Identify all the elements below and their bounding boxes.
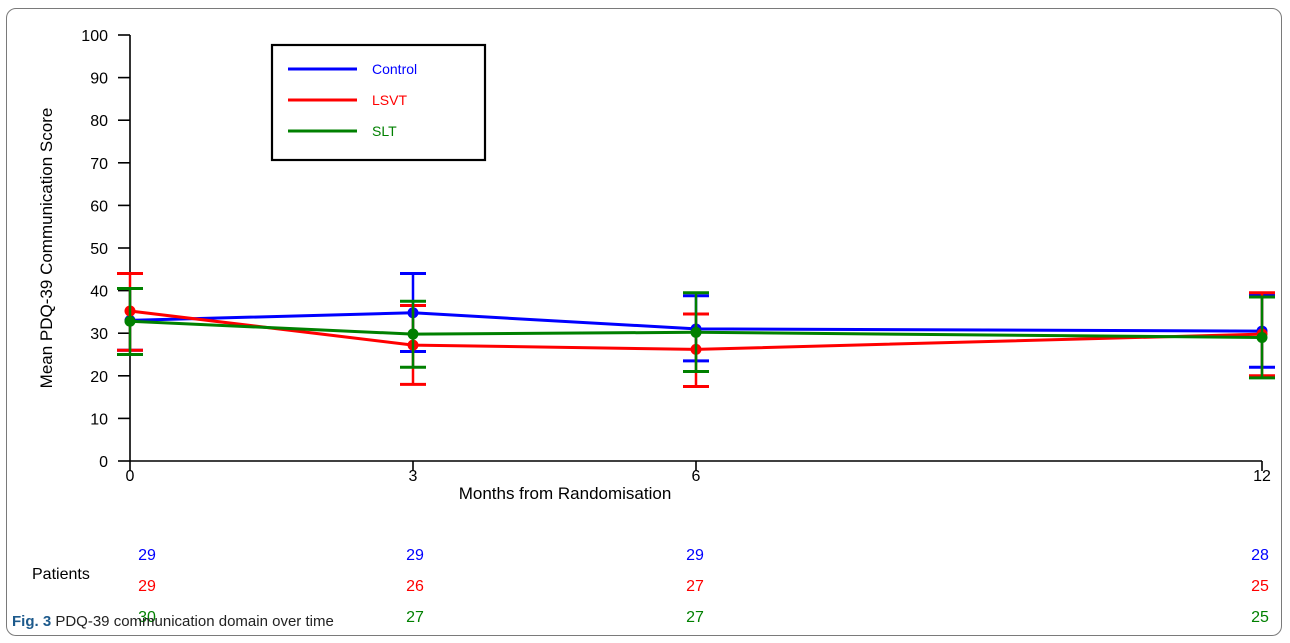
patient-count-control: 28 xyxy=(1251,547,1269,564)
patients-label: Patients xyxy=(32,566,90,583)
y-ticks: 0 10 20 30 40 50 60 70 80 90 100 xyxy=(81,28,130,471)
y-tick-label: 70 xyxy=(90,156,108,173)
patient-count-lsvt: 26 xyxy=(406,578,424,595)
series-line-control xyxy=(129,311,1263,333)
patient-count-lsvt: 27 xyxy=(686,578,704,595)
series-slt xyxy=(117,286,1275,380)
patient-count-slt: 25 xyxy=(1251,609,1269,626)
y-tick-label: 50 xyxy=(90,241,108,258)
legend: Control LSVT SLT xyxy=(270,43,487,162)
y-tick-label: 100 xyxy=(81,28,108,45)
legend-label-control: Control xyxy=(372,61,417,77)
series-layer xyxy=(117,272,1275,388)
data-point-slt xyxy=(690,326,702,338)
y-tick-label: 60 xyxy=(90,198,108,215)
caption-label: Fig. 3 xyxy=(12,613,52,630)
x-tick-label: 0 xyxy=(126,468,135,485)
y-tick-label: 0 xyxy=(99,454,108,471)
y-tick-label: 30 xyxy=(90,326,108,343)
x-tick-label: 12 xyxy=(1253,468,1271,485)
x-ticks: 0 3 6 12 xyxy=(126,461,1271,485)
x-axis-title: Months from Randomisation xyxy=(459,484,672,503)
caption-text: PDQ-39 communication domain over time xyxy=(55,613,334,630)
patient-count-lsvt: 29 xyxy=(138,578,156,595)
y-tick-label: 20 xyxy=(90,369,108,386)
x-tick-label: 3 xyxy=(409,468,418,485)
legend-label-lsvt: LSVT xyxy=(372,92,407,108)
patient-count-slt: 27 xyxy=(406,609,424,626)
figure-caption: Fig. 3 PDQ-39 communication domain over … xyxy=(12,613,334,630)
y-tick-label: 80 xyxy=(90,113,108,130)
y-axis-title: Mean PDQ-39 Communication Score xyxy=(37,108,56,389)
patient-count-slt: 27 xyxy=(686,609,704,626)
patients-table: 29 29 29 28 29 26 27 25 30 27 27 25 xyxy=(138,547,1269,626)
data-point-slt xyxy=(407,328,419,340)
series-line-slt xyxy=(129,319,1263,339)
patient-count-lsvt: 25 xyxy=(1251,578,1269,595)
y-tick-label: 90 xyxy=(90,71,108,88)
patient-count-control: 29 xyxy=(686,547,704,564)
legend-box xyxy=(270,43,487,162)
patient-count-control: 29 xyxy=(406,547,424,564)
data-point-slt xyxy=(124,315,136,327)
legend-label-slt: SLT xyxy=(372,123,397,139)
figure-frame xyxy=(6,8,1282,636)
x-tick-label: 6 xyxy=(692,468,701,485)
y-tick-label: 40 xyxy=(90,284,108,301)
patient-count-slt: 30 xyxy=(138,609,156,626)
y-tick-label: 10 xyxy=(90,411,108,428)
patient-count-control: 29 xyxy=(138,547,156,564)
data-point-slt xyxy=(1256,331,1268,343)
